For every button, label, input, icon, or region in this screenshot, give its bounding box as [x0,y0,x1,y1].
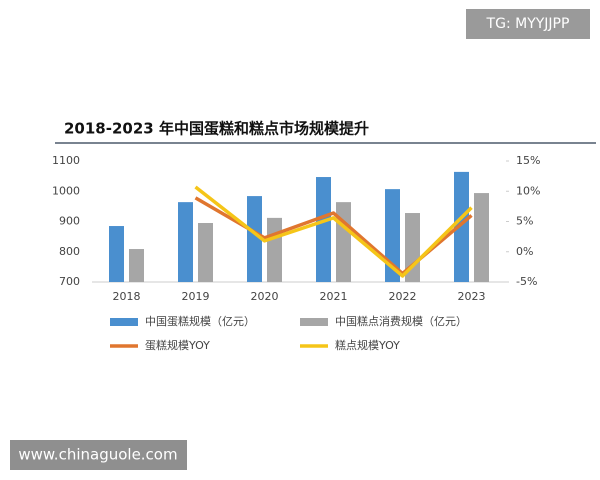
legend-label: 蛋糕规模YOY [145,338,210,352]
bar [129,249,144,282]
bar [178,202,193,282]
y2-tick-label: 15% [516,154,540,167]
y2-tick-label: -5% [516,275,537,288]
line [194,196,473,276]
watermark-box [466,9,590,39]
bar [198,223,213,282]
y-tick-label: 1100 [52,154,80,167]
x-tick-label: 2018 [113,290,141,303]
y-tick-label: 700 [59,275,80,288]
bar [474,193,489,282]
bar [385,189,400,282]
x-tick-label: 2019 [182,290,210,303]
x-tick-label: 2023 [458,290,486,303]
chart-title: 2018-2023 年中国蛋糕和糕点市场规模提升 [64,120,369,138]
y2-tick-label: 5% [516,215,533,228]
watermark: www.chinaguole.com [18,446,177,464]
y-tick-label: 800 [59,245,80,258]
line [194,185,473,278]
watermark-box [10,440,187,470]
bar [247,196,262,282]
x-tick-label: 2022 [389,290,417,303]
x-tick-label: 2020 [251,290,279,303]
x-tick-label: 2021 [320,290,348,303]
y-tick-label: 1000 [52,184,80,197]
legend-label: 糕点规模YOY [335,338,400,352]
y2-tick-label: 10% [516,184,540,197]
legend-swatch [300,318,328,326]
legend-label: 中国糕点消费规模（亿元） [335,314,467,328]
bar [316,177,331,282]
legend-label: 中国蛋糕规模（亿元） [145,314,255,328]
bar [454,171,469,282]
bar [109,226,124,282]
watermark: TG: MYYJJPP [486,16,570,32]
bar [267,217,282,282]
y2-tick-label: 0% [516,245,533,258]
bar [336,202,351,282]
y-tick-label: 900 [59,215,80,228]
legend-swatch [110,318,138,326]
